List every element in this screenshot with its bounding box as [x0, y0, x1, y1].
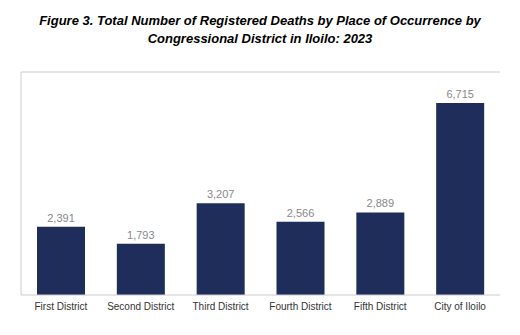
html-text:Figure 3. Total Number of Regi: Figure 3. Total Number of Registered Dea… — [39, 13, 481, 28]
svg-text:Fourth District: Fourth District — [269, 301, 331, 312]
svg-text:3,207: 3,207 — [207, 188, 235, 200]
svg-text:Fifth District: Fifth District — [354, 301, 407, 312]
svg-text:2,391: 2,391 — [47, 212, 75, 224]
svg-text:2,889: 2,889 — [367, 197, 395, 209]
svg-text:Second District: Second District — [107, 301, 174, 312]
svg-text:6,715: 6,715 — [446, 88, 474, 100]
svg-text:2,566: 2,566 — [287, 207, 315, 219]
svg-text:1,793: 1,793 — [127, 229, 155, 241]
svg-text:First District: First District — [35, 301, 88, 312]
html-text:Congressional District in Iloi: Congressional District in Iloilo: 2023 — [147, 31, 373, 46]
svg-text:City of Iloilo: City of Iloilo — [434, 301, 486, 312]
svg-text:Third District: Third District — [193, 301, 249, 312]
